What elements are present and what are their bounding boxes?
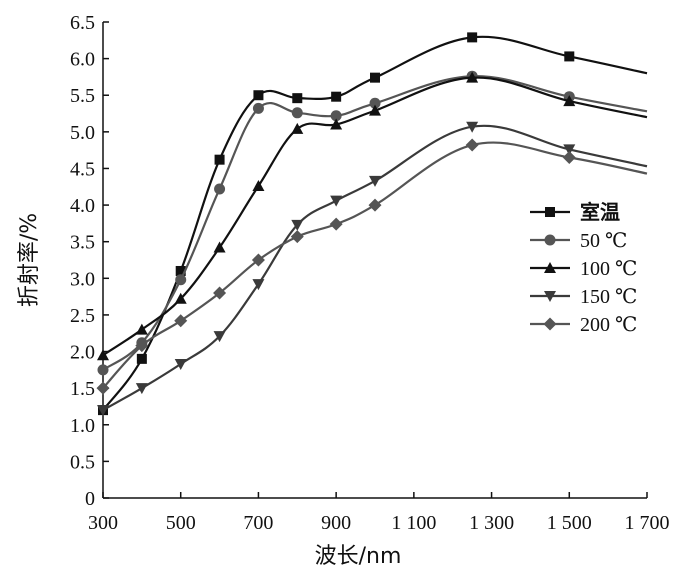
y-tick-label: 0 — [85, 488, 95, 510]
data-point — [331, 91, 342, 102]
x-tick-label: 1 300 — [469, 512, 514, 534]
y-axis-title: 折射率/% — [17, 213, 42, 307]
x-tick-label: 1 100 — [391, 512, 436, 534]
data-point — [330, 110, 342, 122]
y-tick-label: 4.0 — [70, 195, 95, 217]
legend-marker — [544, 291, 556, 302]
y-tick-label: 2.5 — [70, 305, 95, 327]
y-tick-label: 3.0 — [70, 268, 95, 290]
data-point — [466, 71, 479, 83]
x-tick-label: 700 — [243, 512, 273, 534]
data-point — [292, 93, 303, 104]
y-tick-label: 0.5 — [70, 451, 95, 473]
legend-label: 150 ℃ — [580, 286, 637, 308]
x-axis-ticks: 300 500 700 900 1 100 1 300 1 500 1 700 — [88, 492, 670, 534]
y-tick-label: 5.0 — [70, 122, 95, 144]
data-point — [135, 383, 148, 395]
data-point — [330, 195, 343, 207]
data-point — [330, 118, 343, 130]
data-point — [564, 51, 575, 62]
chart-series — [96, 32, 648, 417]
data-point — [465, 138, 479, 152]
y-tick-label: 2.0 — [70, 342, 95, 364]
data-point — [251, 253, 265, 267]
data-point — [290, 230, 304, 244]
series-line — [102, 124, 648, 412]
x-axis-title: 波长/nm — [315, 544, 402, 569]
legend-label: 室温 — [580, 200, 620, 224]
legend-marker — [545, 207, 555, 217]
data-point — [97, 364, 109, 376]
data-point — [175, 265, 186, 276]
series-1 — [98, 32, 648, 416]
data-point — [369, 175, 381, 187]
data-point — [370, 72, 380, 83]
data-point — [175, 274, 187, 286]
data-point — [135, 339, 149, 353]
data-point — [252, 279, 265, 291]
series-3 — [97, 71, 648, 361]
series-5 — [96, 138, 648, 395]
data-point — [97, 349, 109, 361]
x-tick-label: 1 500 — [547, 512, 592, 534]
legend-marker — [543, 317, 557, 331]
data-point — [291, 219, 304, 231]
y-tick-label: 5.5 — [70, 85, 95, 107]
y-tick-label: 3.5 — [70, 232, 95, 254]
data-point — [467, 32, 478, 43]
data-point — [174, 292, 187, 304]
series-line — [102, 76, 648, 357]
series-line — [102, 141, 648, 389]
data-point — [97, 405, 109, 417]
legend-label: 100 ℃ — [580, 258, 637, 280]
data-point — [329, 217, 343, 231]
y-tick-label: 1.0 — [70, 415, 95, 437]
data-point — [563, 95, 576, 107]
x-tick-label: 1 700 — [625, 512, 670, 534]
data-point — [213, 331, 226, 343]
x-tick-label: 300 — [88, 512, 118, 534]
data-point — [136, 353, 147, 364]
y-tick-label: 6.5 — [70, 12, 95, 34]
data-point — [291, 107, 303, 119]
data-point — [466, 121, 479, 133]
data-point — [252, 102, 264, 114]
data-point — [563, 144, 576, 156]
data-point — [135, 323, 148, 335]
x-tick-label: 500 — [166, 512, 196, 534]
data-point — [252, 180, 265, 192]
y-axis-ticks: 0 0.5 1.0 1.5 2.0 2.5 3.0 3.5 4.0 4.5 5.0 5.5 6.0 6.5 — [70, 12, 109, 510]
series-line — [102, 75, 648, 371]
data-point — [369, 97, 381, 109]
legend-label: 200 ℃ — [580, 314, 637, 336]
legend-marker — [544, 262, 556, 273]
data-point — [291, 122, 304, 134]
chart-axes — [102, 22, 647, 499]
data-point — [253, 90, 264, 101]
y-tick-label: 4.5 — [70, 158, 95, 180]
series-4 — [97, 121, 648, 417]
data-point — [562, 150, 576, 164]
data-point — [174, 314, 188, 328]
y-tick-label: 1.5 — [70, 378, 95, 400]
data-point — [369, 104, 381, 116]
data-point — [214, 183, 226, 195]
legend-marker — [544, 234, 556, 246]
data-point — [213, 241, 226, 253]
data-point — [213, 286, 227, 300]
legend-label: 50 ℃ — [580, 230, 627, 252]
chart-legend: 室温 50 ℃ 100 ℃ 150 ℃ 200 ℃ — [530, 200, 637, 336]
y-tick-label: 6.0 — [70, 49, 95, 71]
data-point — [174, 358, 187, 370]
data-point — [214, 154, 225, 165]
data-point — [96, 381, 110, 395]
x-tick-label: 900 — [321, 512, 351, 534]
data-point — [368, 198, 382, 212]
series-2 — [97, 70, 648, 376]
